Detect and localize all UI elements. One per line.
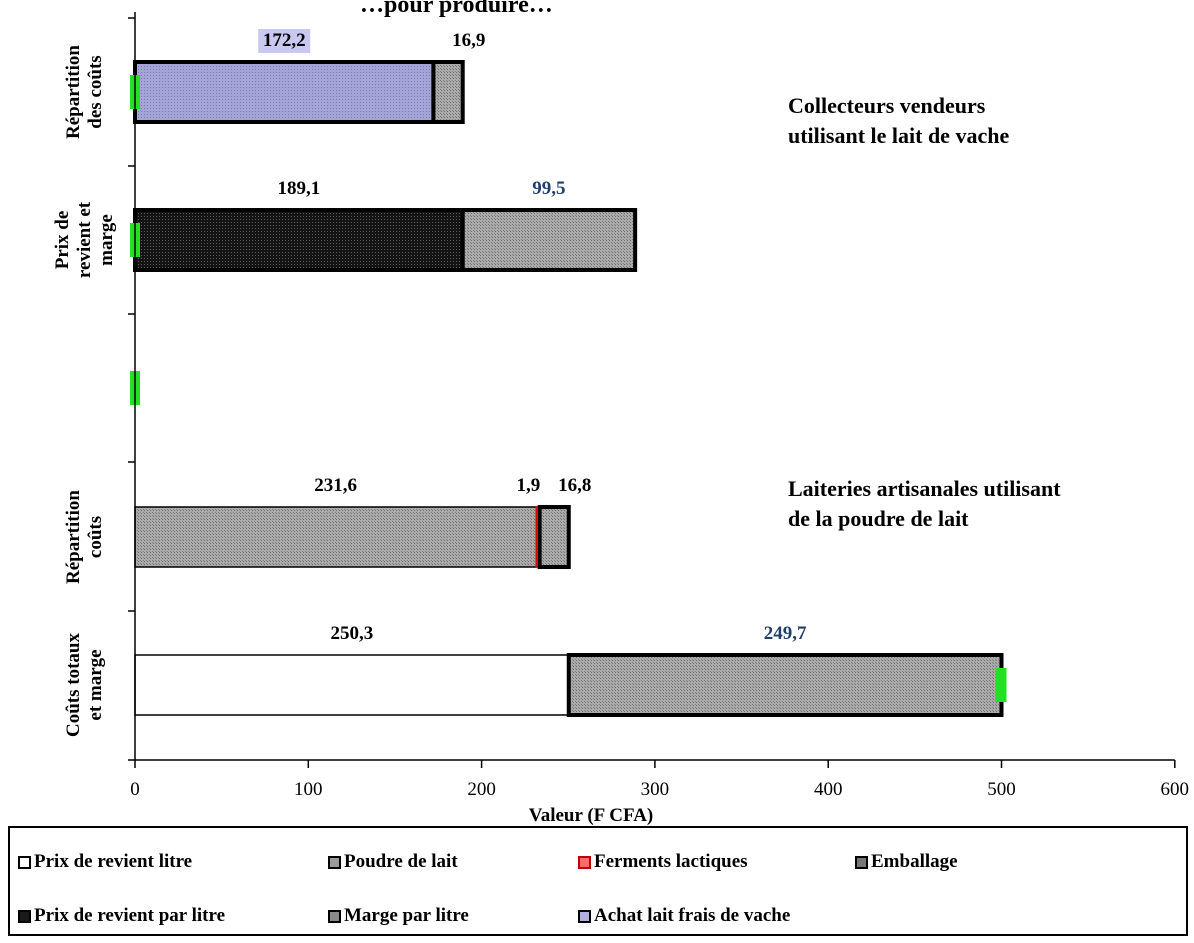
legend-label: Emballage [871,851,958,872]
legend-item-ferments-lactiques: Ferments lactiques [578,851,748,873]
annotation-line: Collecteurs vendeurs [788,93,986,118]
category-label-line: Prix de [52,211,73,270]
x-axis-title: Valeur (F CFA) [529,805,654,826]
bar-prix-de-revient-par-litre-1 [133,208,465,272]
category-label-line: des coûts [85,55,106,128]
x-tick-label-500: 500 [987,779,1016,800]
x-tick-label-100: 100 [294,779,323,800]
legend-swatch [855,855,868,869]
legend-item-achat-lait-frais-de-vache: Achat lait frais de vache [578,905,790,927]
data-label-marge-par-litre-1: 99,5 [532,178,565,199]
x-tick-label-600: 600 [1161,779,1190,800]
bar-achat-lait-frais-de-vache-0 [133,60,436,124]
annotation-1: Laiteries artisanales utilisant de la pou… [788,476,1061,531]
legend-swatch [328,909,341,923]
legend-label: Achat lait frais de vache [594,905,791,926]
x-tick-label-400: 400 [814,779,843,800]
annotation-line: Laiteries artisanales utilisant [788,476,1061,501]
x-tick-label-200: 200 [467,779,496,800]
data-label-prix-de-revient-litre-3: 250,3 [331,623,374,644]
x-tick-label-0: 0 [130,779,140,800]
data-label-bg [258,29,311,53]
data-label-prix-de-revient-par-litre-1: 189,1 [277,178,320,199]
legend-label: Prix de revient litre [34,851,193,872]
legend-item-poudre-de-lait: Poudre de lait [328,851,458,873]
data-label-ferments-lactiques-2: 1,9 [516,475,540,496]
category-label-line: coûts [85,516,106,558]
bar-marge-par-litre-3 [566,653,1004,717]
category-label-line: et marge [85,649,106,720]
category-label-3: Répartitioncoûts [63,490,106,584]
annotation-0: Collecteurs vendeurs utilisant le lait de… [788,93,1009,148]
marker-end [995,668,1007,702]
chart-title: …pour produire… [360,0,553,18]
annotation-line: utilisant le lait de vache [788,123,1009,148]
legend-swatch [18,909,31,923]
data-label-emballage-2: 16,8 [558,475,591,496]
legend-swatch [578,855,591,869]
legend-item-emballage: Emballage [855,851,958,873]
data-label-emballage-0: 16,9 [452,30,485,51]
legend: Prix de revient litre Poudre de lait Ferme… [8,826,1188,936]
labels-layer: 172,2 16,9 189,1 99,5 231,6 1,9 16,8 250,3 249,7… [258,29,1061,644]
legend-swatch [328,855,341,869]
legend-swatch [18,855,31,869]
data-label-achat-lait-frais-de-vache-0: 172,2 [263,30,306,51]
legend-item-prix-de-revient-par-litre: Prix de revient par litre [18,905,225,927]
legend-item-prix-de-revient-litre: Prix de revient litre [18,851,192,873]
legend-label: Ferments lactiques [594,851,748,872]
bar-poudre-de-lait-2 [134,506,538,568]
legend-label: Poudre de lait [344,851,458,872]
category-label-4: Coûts totauxet marge [63,633,106,737]
data-label-marge-par-litre-3: 249,7 [764,623,807,644]
category-label-line: revient et [74,201,95,278]
category-label-line: Répartition [63,45,84,139]
bar-prix-de-revient-litre-3 [134,654,570,716]
bar-marge-par-litre-1 [460,208,638,272]
legend-item-marge-par-litre: Marge par litre [328,905,469,927]
category-label-line: marge [96,214,117,266]
category-label-1: Prix derevient etmarge [52,201,117,278]
data-label-poudre-de-lait-2: 231,6 [314,475,357,496]
category-label-line: Répartition [63,490,84,584]
legend-swatch [578,909,591,923]
bar-emballage-0 [431,60,465,124]
legend-label: Marge par litre [344,905,469,926]
annotation-line: de la poudre de lait [788,506,969,531]
bar-emballage-2 [537,505,571,569]
legend-label: Prix de revient par litre [34,905,226,926]
category-label-line: Coûts totaux [63,633,84,737]
bars-layer [130,60,1007,717]
x-tick-label-300: 300 [641,779,670,800]
category-label-0: Répartitiondes coûts [63,45,106,139]
